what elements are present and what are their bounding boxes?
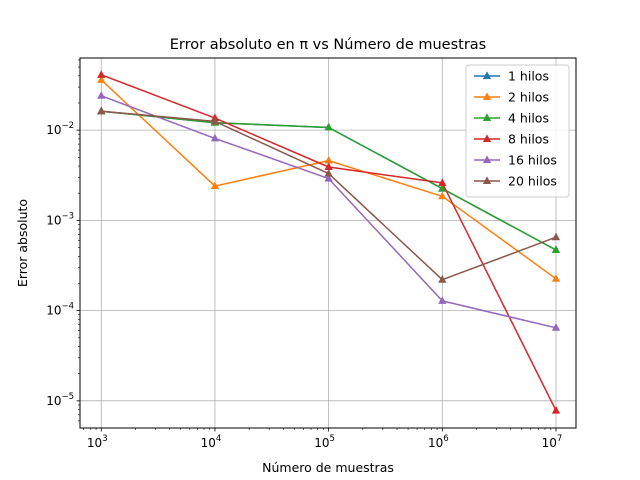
data-point	[97, 91, 106, 99]
legend-label: 8 hilos	[508, 132, 549, 147]
data-point	[551, 232, 561, 241]
y-tick-label: 10−3	[46, 211, 74, 227]
data-point	[438, 275, 447, 283]
chart-title: Error absoluto en π vs Número de muestra…	[170, 37, 486, 53]
data-point	[324, 168, 333, 177]
data-point	[438, 191, 447, 200]
data-point	[551, 405, 561, 414]
legend-label: 4 hilos	[508, 111, 549, 126]
y-tick-label: 10−5	[46, 392, 74, 408]
legend-item: 4 hilos	[474, 111, 549, 126]
legend-frame	[465, 64, 570, 198]
data-point	[551, 323, 561, 331]
legend-label: 16 hilos	[508, 153, 557, 168]
legend-item: 8 hilos	[474, 132, 549, 147]
data-point	[438, 183, 447, 192]
legend-item: 20 hilos	[474, 174, 557, 189]
legend-marker	[482, 176, 492, 184]
data-point	[97, 106, 106, 115]
legend: 1 hilos 2 hilos 4 hilos 8 hilos 16 hilos 20 h…	[465, 64, 570, 198]
legend-marker	[482, 113, 492, 121]
y-axis-ticks: 10−5 10−4 10−3 10−2	[46, 59, 80, 422]
series-2	[97, 75, 561, 282]
data-point	[210, 116, 220, 125]
data-point	[97, 75, 106, 83]
legend-label: 20 hilos	[508, 174, 557, 189]
plot-frame	[79, 57, 577, 429]
legend-marker	[482, 134, 492, 142]
data-point	[210, 181, 220, 190]
legend-item: 1 hilos	[474, 69, 549, 84]
data-point	[97, 70, 106, 78]
y-tick-label: 10−4	[46, 302, 74, 318]
data-point	[324, 122, 333, 131]
data-point	[324, 162, 333, 171]
x-tick-label: 105	[314, 434, 335, 450]
x-tick-label: 104	[201, 434, 222, 450]
y-tick-label: 10−2	[46, 121, 74, 137]
data-point	[210, 133, 220, 142]
x-tick-label: 106	[428, 434, 449, 450]
data-point	[324, 174, 333, 182]
legend-marker	[482, 92, 492, 100]
legend-item: 16 hilos	[474, 153, 557, 168]
data-point	[551, 245, 561, 253]
x-tick-label: 103	[87, 434, 108, 450]
legend-label: 1 hilos	[508, 69, 549, 84]
y-axis-label: Error absoluto	[15, 199, 30, 287]
data-point	[551, 274, 561, 282]
data-point	[324, 155, 333, 164]
legend-label: 2 hilos	[508, 90, 549, 105]
x-tick-label: 107	[542, 434, 563, 450]
x-axis-ticks: 103 104 105 106 107	[83, 428, 563, 450]
series-layer	[97, 70, 561, 414]
legend-item: 2 hilos	[474, 90, 549, 105]
legend-marker	[482, 71, 492, 79]
series-5	[97, 91, 561, 331]
data-point	[438, 296, 447, 304]
legend-marker	[482, 155, 492, 163]
series-6	[97, 106, 561, 283]
x-axis-label: Número de muestras	[262, 460, 394, 475]
data-point	[438, 178, 447, 186]
series-4	[97, 70, 561, 414]
